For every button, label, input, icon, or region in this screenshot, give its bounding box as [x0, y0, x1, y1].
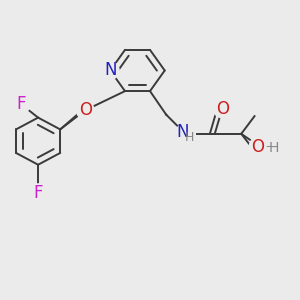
Text: N: N [104, 61, 116, 80]
Circle shape [175, 124, 195, 144]
Circle shape [76, 101, 94, 119]
Text: O: O [251, 138, 264, 156]
Text: H: H [268, 141, 279, 154]
Text: F: F [33, 184, 43, 202]
Circle shape [13, 95, 30, 113]
Circle shape [29, 184, 47, 202]
Text: N: N [177, 123, 189, 141]
Circle shape [213, 100, 231, 118]
Circle shape [249, 136, 272, 158]
Text: O: O [79, 101, 92, 119]
Circle shape [101, 62, 119, 79]
Text: O: O [216, 100, 229, 118]
Text: H: H [185, 131, 194, 144]
Text: –: – [265, 140, 271, 153]
Text: F: F [16, 95, 26, 113]
